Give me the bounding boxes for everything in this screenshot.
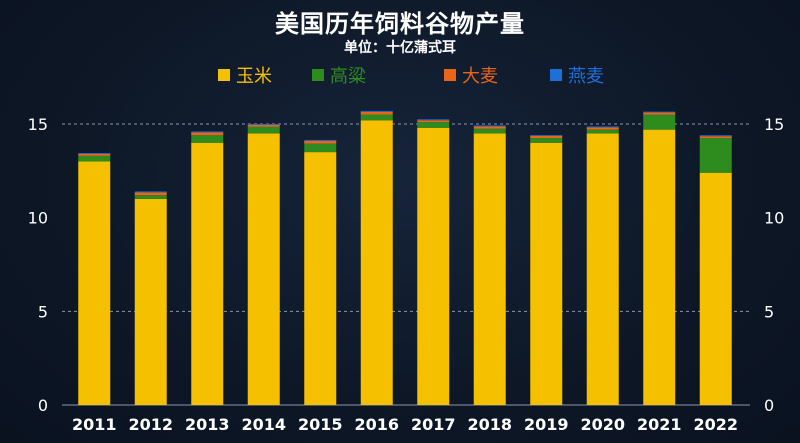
bar-2015-series-0 [304,152,337,405]
bar-2021-series-3 [643,111,676,113]
bar-2020-series-0 [586,133,619,405]
bar-2019-series-3 [530,135,563,136]
x-tick-2015: 2015 [298,415,343,434]
x-tick-2014: 2014 [241,415,286,434]
x-tick-2020: 2020 [580,415,625,434]
bar-2020-series-3 [586,126,619,128]
bar-2012-series-2 [134,192,167,196]
legend: 玉米 高粱 大麦 燕麦 [0,62,800,88]
bar-2022-series-1 [699,138,732,173]
bar-2022-series-2 [699,136,732,139]
x-tick-2021: 2021 [637,415,682,434]
bar-2017-series-2 [417,120,450,123]
y-tick-right-15: 15 [764,115,784,134]
bar-2011-series-2 [78,153,111,156]
y-tick-right-10: 10 [764,209,784,228]
x-tick-2018: 2018 [467,415,512,434]
y-tick-left-5: 5 [38,302,48,321]
x-tick-2022: 2022 [693,415,738,434]
bar-2020-series-1 [586,129,619,134]
bar-2017-series-3 [417,119,450,121]
legend-item-barley: 大麦 [444,62,498,88]
bar-2016-series-0 [360,120,393,406]
bar-2013-series-3 [191,131,224,133]
y-tick-left-0: 0 [38,396,48,415]
bar-2019-series-1 [530,138,563,143]
legend-label-barley: 大麦 [462,66,498,87]
bar-2013-series-0 [191,142,224,405]
bar-2022-series-3 [699,135,732,137]
bar-2014-series-0 [247,133,280,405]
bar-2021-series-2 [643,112,676,115]
bar-2011-series-3 [78,153,111,154]
legend-item-sorghum: 高粱 [312,62,366,88]
x-tick-2012: 2012 [128,415,173,434]
bar-2018-series-3 [473,125,506,127]
x-tick-2011: 2011 [72,415,117,434]
bar-2016-series-1 [360,114,393,121]
legend-label-oats: 燕麦 [568,66,604,87]
bar-2019-series-2 [530,135,563,139]
bar-2022-series-0 [699,172,732,405]
legend-item-corn: 玉米 [218,62,272,88]
bar-2015-series-1 [304,143,337,153]
legend-swatch-corn [218,69,230,81]
bar-2011-series-0 [78,161,111,405]
bar-2015-series-2 [304,140,337,144]
bar-2017-series-0 [417,127,450,405]
legend-label-sorghum: 高粱 [330,66,366,87]
legend-swatch-oats [550,69,562,81]
bar-2014-series-3 [247,124,280,125]
bar-2020-series-2 [586,127,619,130]
x-tick-2016: 2016 [354,415,399,434]
chart-subtitle: 单位：十亿蒲式耳 [344,40,456,56]
x-tick-2017: 2017 [411,415,456,434]
y-tick-left-15: 15 [28,115,48,134]
legend-swatch-sorghum [312,69,324,81]
chart-title: 美国历年饲料谷物产量 [275,10,525,38]
bar-2012-series-0 [134,198,167,405]
y-tick-right-5: 5 [764,302,774,321]
legend-swatch-barley [444,69,456,81]
bar-2012-series-3 [134,191,167,193]
bar-2018-series-2 [473,126,506,129]
bar-2016-series-3 [360,110,393,112]
bar-2014-series-1 [247,126,280,134]
bar-2013-series-2 [191,132,224,136]
y-tick-right-0: 0 [764,396,774,415]
bar-2014-series-2 [247,124,280,127]
bar-2015-series-3 [304,139,337,141]
bar-2018-series-1 [473,128,506,134]
bar-2016-series-2 [360,111,393,115]
y-tick-left-10: 10 [28,209,48,228]
bar-2021-series-1 [643,114,676,130]
bar-2012-series-1 [134,195,167,199]
x-tick-2013: 2013 [185,415,230,434]
bar-2017-series-1 [417,122,450,128]
bar-2019-series-0 [530,142,563,405]
bar-2018-series-0 [473,133,506,405]
legend-item-oats: 燕麦 [550,62,604,88]
bar-2021-series-0 [643,129,676,405]
bar-2013-series-1 [191,135,224,143]
bar-2011-series-1 [78,155,111,162]
x-tick-2019: 2019 [524,415,569,434]
legend-label-corn: 玉米 [236,66,272,87]
